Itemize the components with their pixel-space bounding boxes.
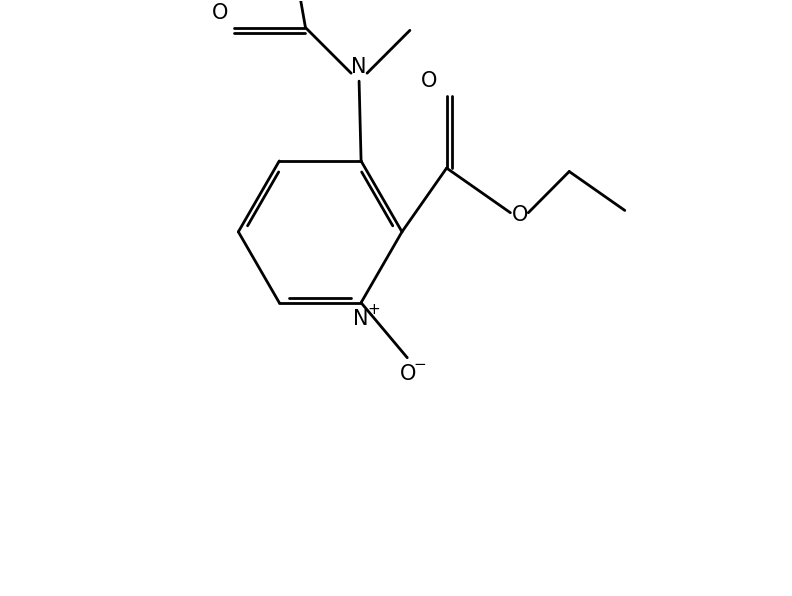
Text: O: O bbox=[211, 2, 228, 23]
Text: +: + bbox=[367, 302, 380, 317]
Text: O: O bbox=[400, 364, 417, 384]
Text: N: N bbox=[353, 309, 369, 328]
Text: O: O bbox=[512, 204, 528, 225]
Text: N: N bbox=[352, 57, 367, 77]
Text: O: O bbox=[421, 72, 437, 91]
Text: −: − bbox=[414, 357, 427, 372]
